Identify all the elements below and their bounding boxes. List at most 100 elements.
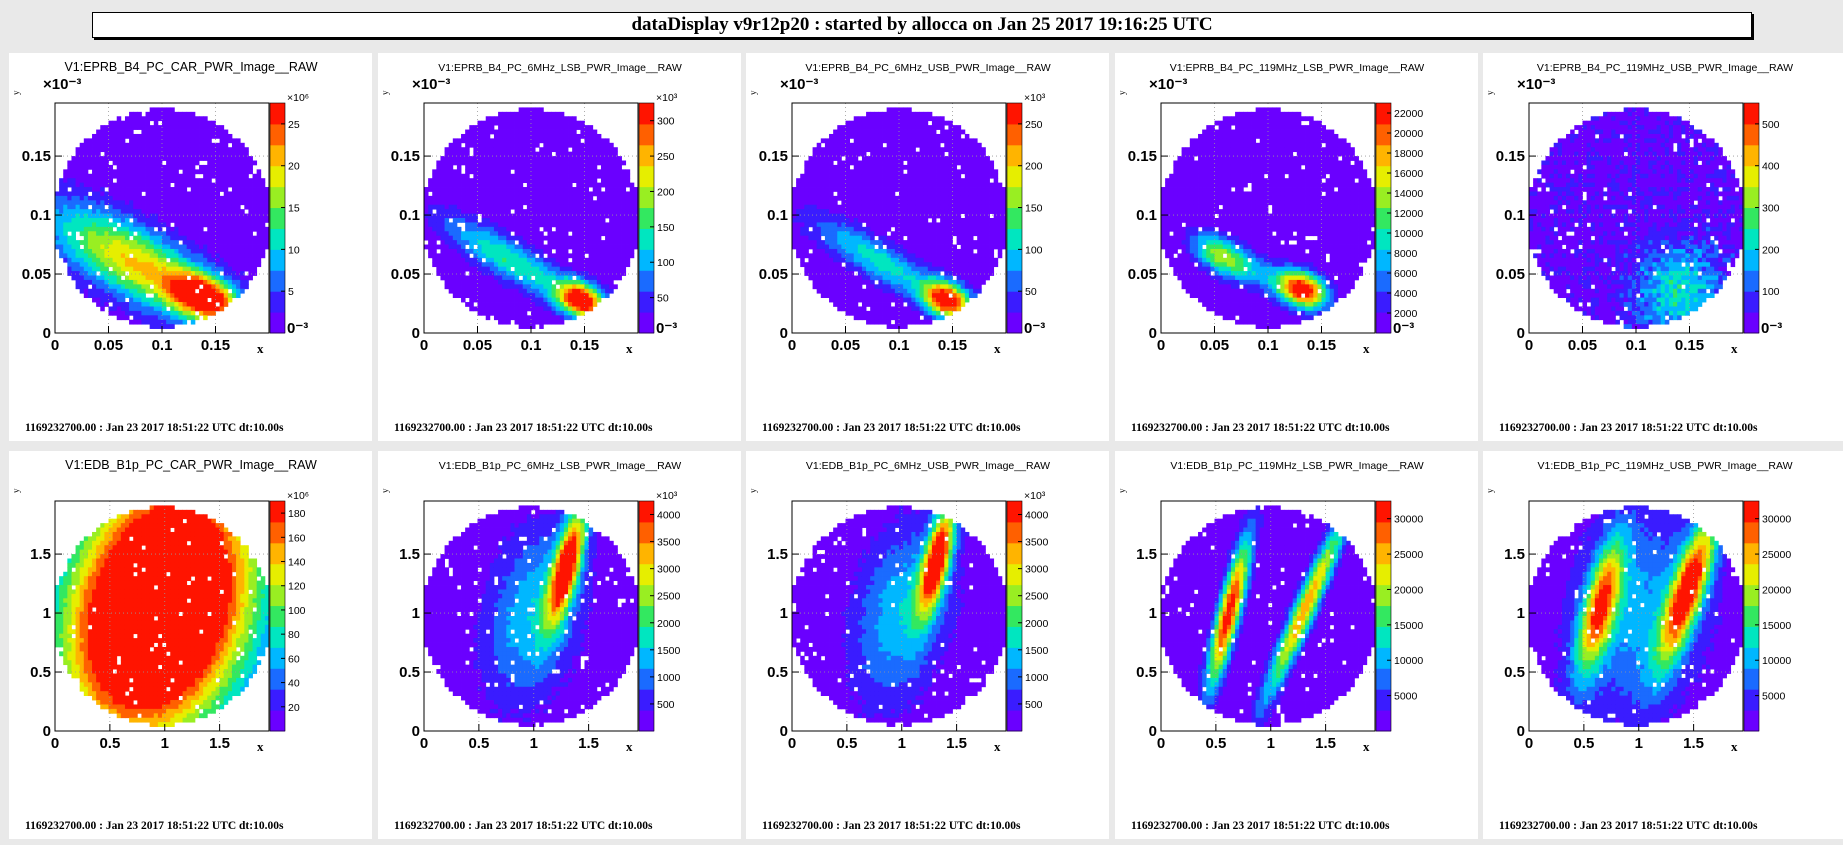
x-axis-label: x bbox=[1363, 341, 1370, 356]
colorbar-tick-label: 1500 bbox=[657, 645, 681, 657]
colorbar-min-label: 0⁻³ bbox=[656, 320, 677, 337]
plot-panel: V1:EDB_B1p_PC_CAR_PWR_Image__RAW 0 0.5 1 1.5… bbox=[9, 451, 372, 839]
x-axis-label: x bbox=[626, 739, 633, 754]
x-tick-label: 0 bbox=[1525, 337, 1533, 354]
colorbar: 100 200 300 400 500 0⁻³ bbox=[1743, 102, 1782, 337]
y-tick-label: 0.15 bbox=[759, 148, 788, 165]
y-tick-label: 0.15 bbox=[1127, 148, 1156, 165]
x-tick-label: 1.5 bbox=[1683, 735, 1704, 752]
colorbar-tick-label: 160 bbox=[288, 532, 306, 544]
y-tick-label: 1 bbox=[1148, 605, 1156, 622]
colorbar-min-label: 0⁻³ bbox=[1024, 320, 1045, 337]
plot-title: V1:EDB_B1p_PC_6MHz_USB_PWR_Image__RAW bbox=[806, 460, 1050, 472]
colorbar-tick-label: 2500 bbox=[657, 591, 681, 603]
x-tick-label: 0.1 bbox=[889, 337, 910, 354]
colorbar-tick-label: 60 bbox=[288, 653, 300, 665]
colorbar-tick-label: 15 bbox=[288, 203, 300, 215]
y-axis-label: y bbox=[11, 488, 21, 493]
plot-panel: V1:EDB_B1p_PC_6MHz_LSB_PWR_Image__RAW 0 0.… bbox=[377, 451, 741, 839]
colorbar-tick-label: 400 bbox=[1762, 161, 1780, 173]
colorbar-tick-label: 100 bbox=[1762, 286, 1780, 298]
y-tick-label: 0 bbox=[411, 325, 419, 342]
plot-title: V1:EDB_B1p_PC_119MHz_USB_PWR_Image__RAW bbox=[1537, 460, 1792, 472]
colorbar-exponent: ×10³ bbox=[656, 92, 678, 104]
y-tick-label: 1 bbox=[780, 605, 788, 622]
colorbar-tick-label: 3000 bbox=[657, 564, 681, 576]
colorbar-tick-label: 5 bbox=[288, 286, 294, 298]
x-tick-label: 0.5 bbox=[1205, 735, 1226, 752]
x-tick-label: 0.15 bbox=[1306, 337, 1335, 354]
y-tick-label: 0.1 bbox=[1504, 207, 1525, 224]
x-tick-label: 0.15 bbox=[201, 337, 230, 354]
x-tick-label: 1 bbox=[161, 735, 169, 752]
heatmap-plot: V1:EPRB_B4_PC_6MHz_LSB_PWR_Image__RAW 0 0.… bbox=[380, 62, 682, 434]
x-tick-label: 0.15 bbox=[1675, 337, 1704, 354]
y-tick-label: 0.1 bbox=[1136, 207, 1157, 224]
x-tick-label: 0.5 bbox=[836, 735, 857, 752]
colorbar: 5 10 15 20 25 ×10⁶ 0⁻³ bbox=[269, 92, 309, 337]
plot-footer-timestamp: 1169232700.00 : Jan 23 2017 18:51:22 UTC… bbox=[1499, 422, 1758, 434]
y-tick-label: 1.5 bbox=[1136, 546, 1157, 563]
plot-panel: V1:EPRB_B4_PC_6MHz_USB_PWR_Image__RAW 0 0.… bbox=[746, 53, 1109, 441]
colorbar-tick-label: 20 bbox=[288, 702, 300, 714]
plot-footer-timestamp: 1169232700.00 : Jan 23 2017 18:51:22 UTC… bbox=[25, 422, 284, 434]
colorbar-tick-label: 100 bbox=[1025, 244, 1043, 256]
y-axis-label: y bbox=[1485, 90, 1495, 95]
x-axis-label: x bbox=[1363, 739, 1370, 754]
colorbar-min-label: 0⁻³ bbox=[1393, 320, 1414, 337]
axis-exponent: ×10⁻³ bbox=[780, 76, 818, 93]
colorbar-tick-label: 10 bbox=[288, 244, 300, 256]
y-tick-label: 0 bbox=[1517, 325, 1525, 342]
x-tick-label: 0 bbox=[1525, 735, 1533, 752]
x-tick-label: 0.1 bbox=[152, 337, 173, 354]
colorbar-tick-label: 180 bbox=[288, 508, 306, 520]
colorbar-tick-label: 500 bbox=[1762, 119, 1780, 131]
plot-title: V1:EDB_B1p_PC_CAR_PWR_Image__RAW bbox=[65, 458, 317, 472]
heatmap-cells bbox=[423, 505, 638, 727]
y-tick-label: 1.5 bbox=[399, 546, 420, 563]
x-tick-label: 0.05 bbox=[1199, 337, 1228, 354]
plot-panel: V1:EDB_B1p_PC_119MHz_LSB_PWR_Image__RAW 0… bbox=[1114, 451, 1478, 839]
y-tick-label: 1.5 bbox=[767, 546, 788, 563]
y-axis-label: y bbox=[1485, 488, 1495, 493]
plot-title: V1:EPRB_B4_PC_CAR_PWR_Image__RAW bbox=[64, 60, 317, 74]
y-axis-label: y bbox=[748, 90, 758, 95]
colorbar-exponent: ×10⁶ bbox=[287, 490, 309, 502]
colorbar-tick-label: 200 bbox=[1762, 244, 1780, 256]
colorbar: 500 1000 1500 2000 2500 3000 3500 4000 ×10³ bbox=[1006, 490, 1049, 732]
y-tick-label: 0.5 bbox=[767, 664, 788, 681]
y-tick-label: 0 bbox=[780, 325, 788, 342]
x-tick-label: 0 bbox=[51, 337, 59, 354]
x-tick-label: 0 bbox=[419, 735, 427, 752]
y-axis-label: y bbox=[1117, 90, 1127, 95]
heatmap-plot: V1:EPRB_B4_PC_6MHz_USB_PWR_Image__RAW 0 0.… bbox=[748, 62, 1051, 434]
colorbar-tick-label: 5000 bbox=[1394, 691, 1418, 703]
colorbar-tick-label: 10000 bbox=[1762, 655, 1791, 667]
colorbar-tick-label: 120 bbox=[288, 581, 306, 593]
colorbar-tick-label: 4000 bbox=[657, 510, 681, 522]
y-tick-label: 1.5 bbox=[1504, 546, 1525, 563]
y-tick-label: 0.15 bbox=[390, 148, 419, 165]
plot-title: V1:EPRB_B4_PC_119MHz_LSB_PWR_Image__RAW bbox=[1169, 62, 1424, 74]
y-axis-label: y bbox=[380, 90, 390, 95]
x-axis-label: x bbox=[257, 341, 264, 356]
colorbar: 50 100 150 200 250 300 ×10³ 0⁻³ bbox=[638, 92, 678, 337]
x-tick-label: 0 bbox=[788, 735, 796, 752]
colorbar-exponent: ×10³ bbox=[1024, 490, 1046, 502]
heatmap-plot: V1:EDB_B1p_PC_6MHz_LSB_PWR_Image__RAW 0 0.… bbox=[380, 460, 681, 832]
plot-footer-timestamp: 1169232700.00 : Jan 23 2017 18:51:22 UTC… bbox=[25, 820, 284, 832]
x-tick-label: 0.05 bbox=[94, 337, 123, 354]
x-tick-label: 0.05 bbox=[831, 337, 860, 354]
y-tick-label: 1 bbox=[411, 605, 419, 622]
plot-footer-timestamp: 1169232700.00 : Jan 23 2017 18:51:22 UTC… bbox=[1499, 820, 1758, 832]
colorbar-tick-label: 12000 bbox=[1394, 208, 1423, 220]
colorbar-tick-label: 20000 bbox=[1394, 128, 1423, 140]
heatmap-plot: V1:EPRB_B4_PC_119MHz_USB_PWR_Image__RAW 0… bbox=[1485, 62, 1793, 434]
heatmap-cells bbox=[1529, 505, 1744, 727]
colorbar-tick-label: 25000 bbox=[1762, 549, 1791, 561]
axis-exponent: ×10⁻³ bbox=[1149, 76, 1187, 93]
colorbar-tick-label: 2000 bbox=[1025, 618, 1049, 630]
colorbar-tick-label: 22000 bbox=[1394, 108, 1423, 120]
colorbar-tick-label: 150 bbox=[1025, 203, 1043, 215]
y-axis-label: y bbox=[380, 488, 390, 493]
